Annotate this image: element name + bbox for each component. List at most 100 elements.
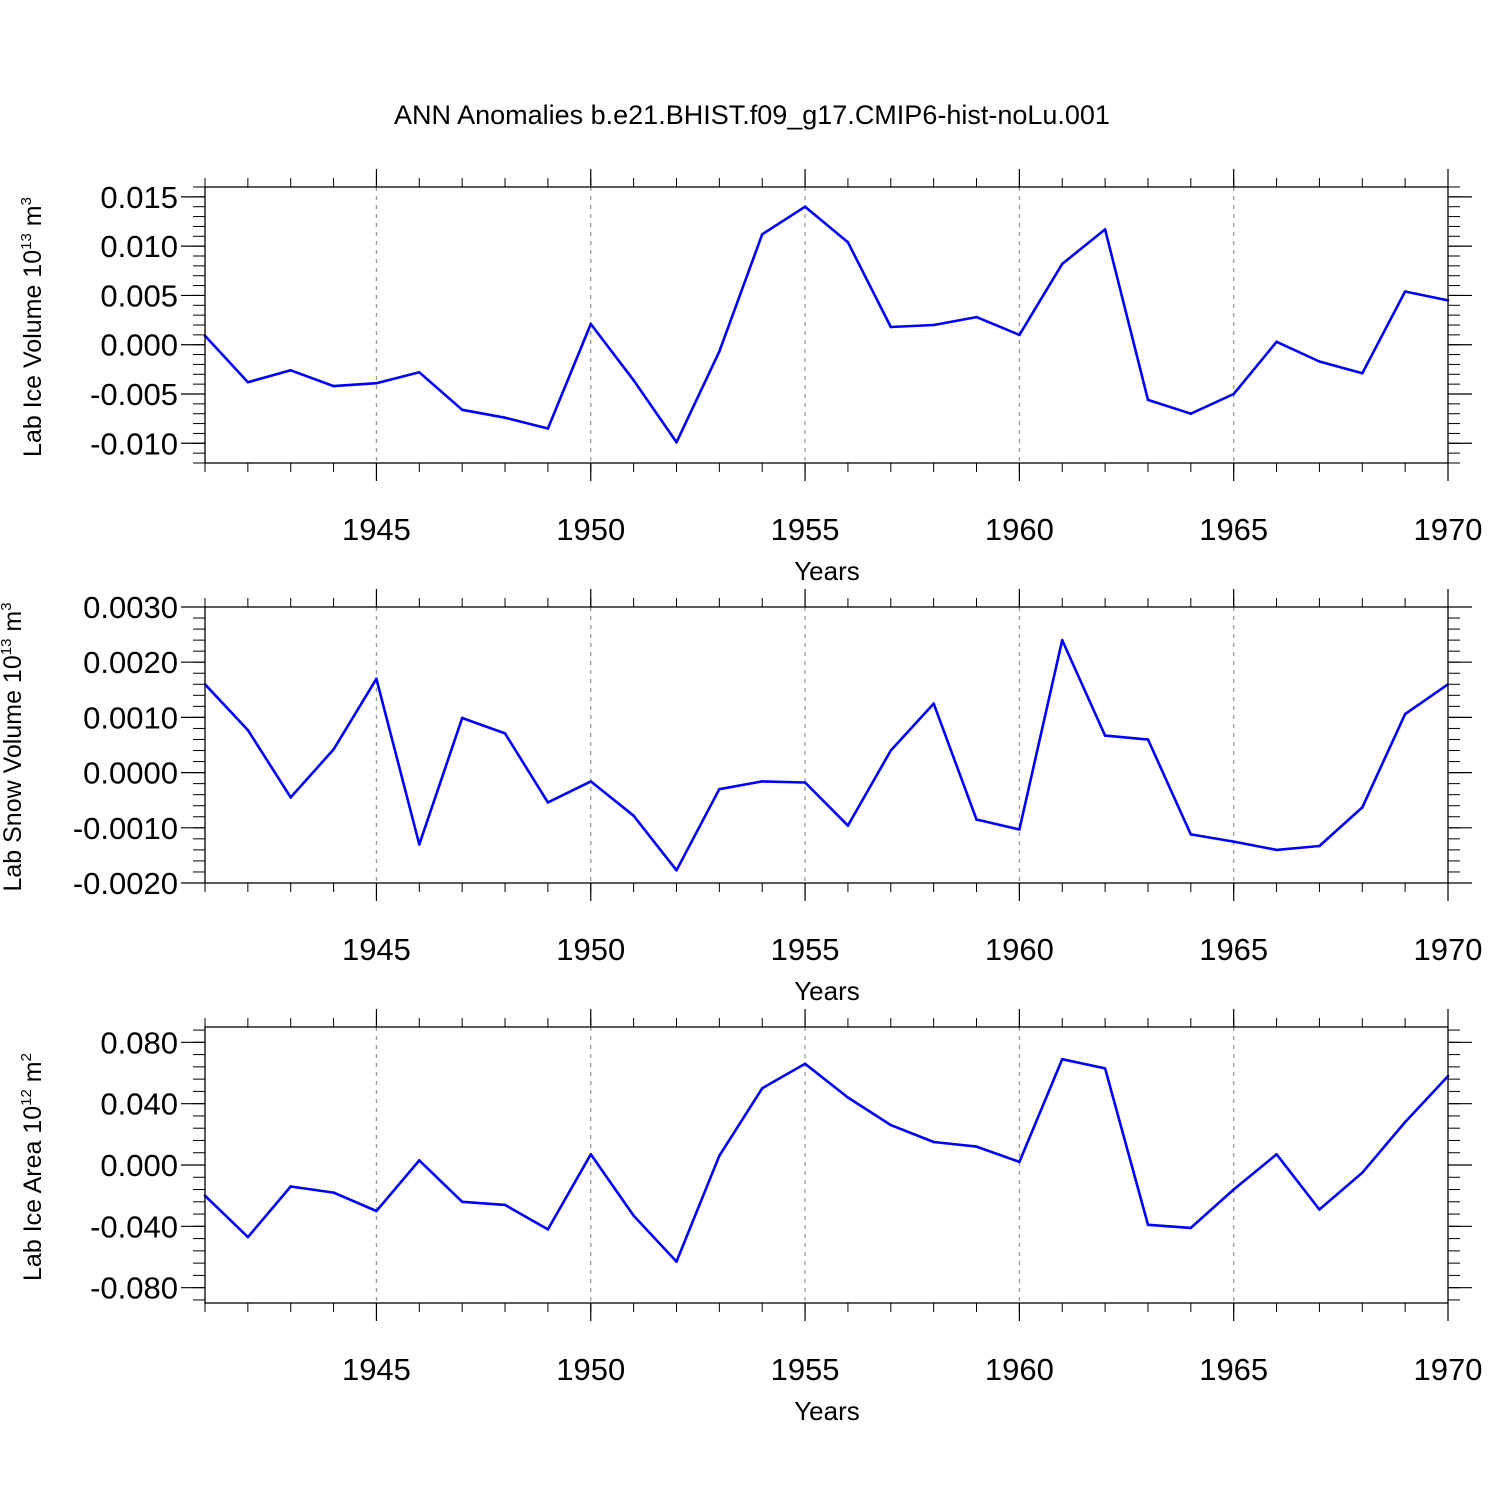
y-tick-label: 0.010 [100,229,178,264]
data-point [1060,262,1064,266]
chart-title: ANN Anomalies b.e21.BHIST.f09_g17.CMIP6-… [394,100,1110,130]
y-label-exponent: 13 [18,233,35,250]
data-point [1189,833,1193,836]
y-label-exponent: 12 [18,1089,35,1106]
data-point [1146,1223,1150,1227]
data-point [246,380,250,384]
y-axis-label: Lab Ice Area 1012 m2 [18,1053,47,1281]
data-point [418,371,421,374]
x-tick-label: 1945 [342,1352,411,1387]
x-tick-label: 1955 [771,512,840,547]
y-tick-label: 0.040 [100,1087,178,1122]
data-point [503,732,507,735]
data-point [1232,840,1235,843]
x-tick-label: 1970 [1414,1352,1483,1387]
plot-frame [204,186,1449,464]
data-point [289,796,293,799]
y-tick-label: -0.0010 [73,811,178,846]
x-tick-label: 1965 [1199,512,1268,547]
data-point [632,814,635,817]
data-point [803,1062,807,1066]
y-axis-label: Lab Snow Volume 1013 m3 [0,602,27,891]
data-point [1146,738,1150,741]
x-tick-label: 1950 [556,932,625,967]
data-point [332,384,335,388]
data-point [1403,712,1407,716]
data-point [1403,290,1407,293]
x-tick-label: 1955 [771,1352,840,1387]
y-axis-label: Lab Ice Volume 1013 m3 [18,197,47,457]
data-point [1360,1171,1364,1174]
y-label-unit: m [19,205,47,233]
data-point [375,1209,378,1213]
data-point [932,1140,935,1144]
plot-frame [204,1026,1449,1304]
y-tick-label: 0.005 [100,278,178,313]
data-point [846,824,850,827]
y-label-exponent: 13 [0,639,15,656]
y-label-unit-exponent: 3 [0,602,15,610]
y-tick-label: 0.000 [100,1148,178,1183]
data-point [1103,734,1107,737]
data-point [932,702,935,705]
series-line [204,1057,1449,1263]
data-point [589,1152,593,1156]
data-point [718,350,721,353]
data-point [675,1260,678,1263]
data-point [760,1087,764,1090]
data-point [289,369,293,372]
data-point [846,240,850,244]
data-point [1360,372,1364,375]
x-axis-label: Years [794,1396,860,1426]
data-point [1360,806,1364,809]
y-label-unit-exponent: 2 [18,1053,35,1061]
y-label-unit: m [19,1061,47,1089]
data-point [632,1214,635,1217]
y-tick-label: -0.010 [90,426,178,461]
data-point [546,1228,550,1231]
y-tick-label: 0.0010 [83,700,178,735]
data-point [289,1185,293,1188]
y-tick-label: 0.015 [100,180,178,215]
data-point [760,233,764,236]
x-tick-label: 1950 [556,512,625,547]
x-tick-label: 1945 [342,932,411,967]
y-label-text: Lab Snow Volume 10 [0,655,27,891]
data-point [418,843,421,846]
data-point [460,408,464,412]
x-tick-label: 1970 [1414,932,1483,967]
data-point [675,869,678,872]
x-tick-label: 1960 [985,512,1054,547]
data-point [1318,844,1321,848]
data-point [589,322,593,326]
data-point [1018,333,1021,337]
data-point [503,1203,507,1207]
data-point [1232,1188,1235,1191]
x-axis-label: Years [794,976,860,1006]
panel-3: 1945 1950 1955 1960 1965 1970 0.080 0.040 0.000 -… [18,1009,1482,1426]
y-label-unit: m [0,611,27,639]
data-point [1318,360,1321,363]
data-point [1103,1067,1107,1070]
y-label-text: Lab Ice Area 10 [19,1106,47,1281]
data-point [460,1200,464,1204]
x-tick-label: 1970 [1414,512,1483,547]
data-point [803,781,807,784]
data-point [1060,1057,1064,1061]
data-point [460,716,464,720]
x-tick-label: 1950 [556,1352,625,1387]
y-tick-label: 0.0030 [83,590,178,625]
x-tick-label: 1945 [342,512,411,547]
data-point [975,1145,978,1148]
data-point [889,749,893,752]
data-point [1232,392,1235,396]
y-tick-label: -0.040 [90,1209,178,1244]
data-point [546,427,550,430]
data-point [375,677,378,681]
data-point [546,801,550,804]
data-point [1018,1160,1021,1164]
data-point [1060,638,1064,642]
data-point [718,787,721,791]
data-point [246,1235,250,1239]
